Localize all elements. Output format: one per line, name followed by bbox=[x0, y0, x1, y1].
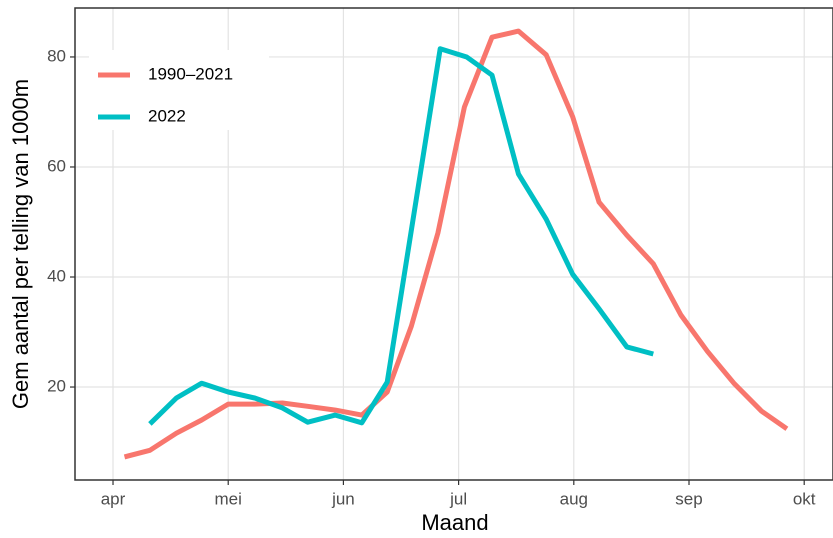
line bbox=[123, 28, 789, 460]
x-tick-label: okt bbox=[793, 489, 816, 508]
x-axis-title: Maand bbox=[421, 510, 488, 535]
x-tick-label: sep bbox=[675, 489, 702, 508]
y-tick-label: 40 bbox=[47, 266, 66, 285]
x-tick-label: jul bbox=[449, 489, 467, 508]
x-tick-label: jun bbox=[331, 489, 355, 508]
x-tick-label: mei bbox=[215, 489, 242, 508]
x-tick-label: apr bbox=[101, 489, 126, 508]
legend-label: 1990–2021 bbox=[148, 64, 233, 83]
legend-label: 2022 bbox=[148, 106, 186, 125]
y-tick-label: 20 bbox=[47, 377, 66, 396]
y-tick-label: 60 bbox=[47, 156, 66, 175]
x-tick-label: aug bbox=[560, 489, 588, 508]
line bbox=[148, 46, 654, 426]
panel-border bbox=[74, 7, 833, 481]
y-axis-title: Gem aantal per telling van 1000m bbox=[8, 79, 33, 409]
y-tick-label: 80 bbox=[47, 46, 66, 65]
